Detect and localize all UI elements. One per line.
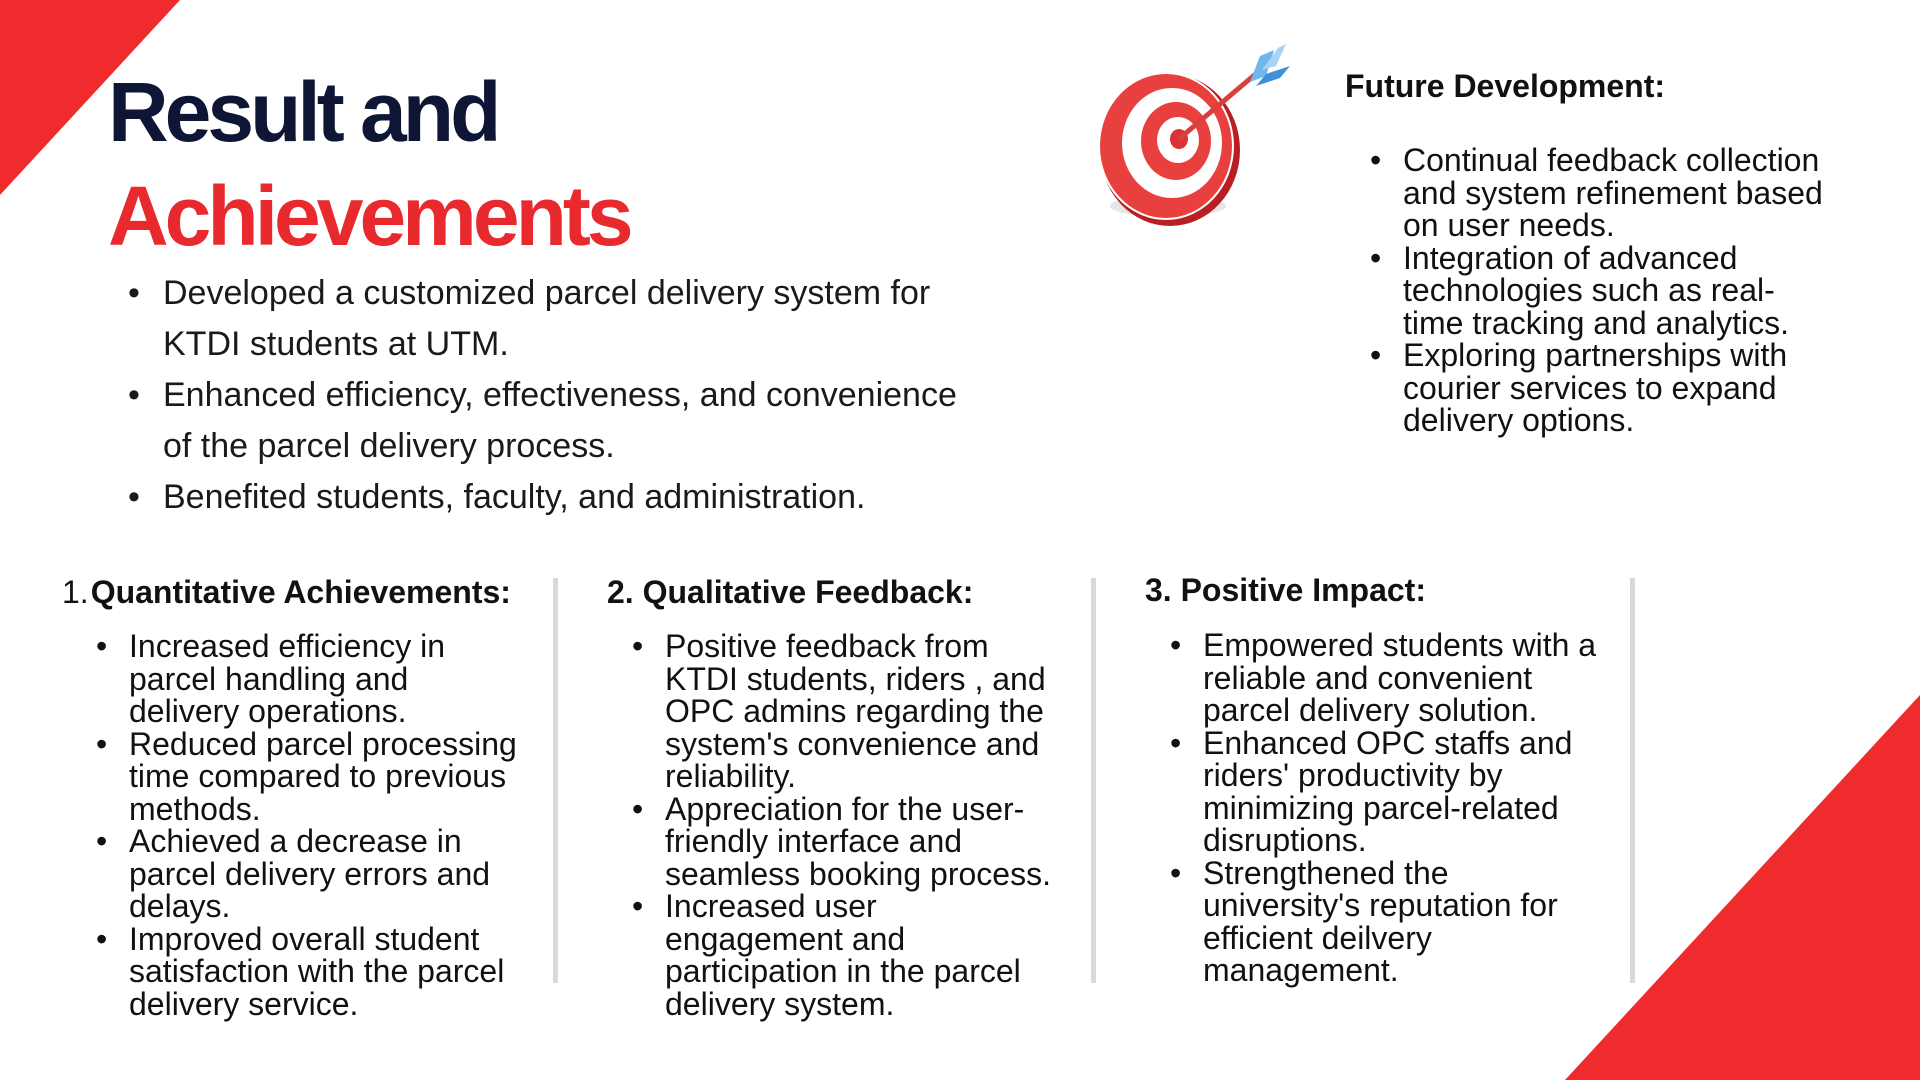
list-item: Empowered students with a reliable and c… xyxy=(1170,629,1600,727)
section-heading: 3. Positive Impact: xyxy=(1145,570,1426,610)
column-divider xyxy=(553,578,558,983)
list-item: Reduced parcel processing time compared … xyxy=(96,727,526,826)
list-item: Positive feedback from KTDI students, ri… xyxy=(632,630,1062,793)
section-heading: 2. Qualitative Feedback: xyxy=(607,572,973,612)
title-line-2: Achievements xyxy=(108,169,634,263)
section-title: Positive Impact: xyxy=(1180,572,1426,608)
list-item: Increased efficiency in parcel handling … xyxy=(96,630,526,728)
future-development-list: Continual feedback collection and system… xyxy=(1370,144,1830,437)
section-list: Increased efficiency in parcel handling … xyxy=(96,630,526,1020)
list-item: Strengthened the university's reputation… xyxy=(1170,856,1600,987)
quantitative-achievements-section: 1.Quantitative Achievements: Increased e… xyxy=(62,572,517,1020)
section-heading: 1.Quantitative Achievements: xyxy=(62,572,511,612)
positive-impact-section: 3. Positive Impact: Empowered students w… xyxy=(1145,570,1596,986)
corner-decoration-top-left xyxy=(0,0,180,195)
section-number: 2. xyxy=(607,574,634,610)
future-item: Integration of advanced technologies suc… xyxy=(1370,241,1830,340)
list-item: Enhanced OPC staffs and riders' producti… xyxy=(1170,726,1600,857)
future-item: Continual feedback collection and system… xyxy=(1370,144,1830,242)
list-item: Achieved a decrease in parcel delivery e… xyxy=(96,825,526,923)
section-title: Quantitative Achievements: xyxy=(90,574,511,610)
section-number: 1. xyxy=(62,574,89,610)
section-title: Qualitative Feedback: xyxy=(642,574,974,610)
corner-decoration-bottom-right xyxy=(1565,695,1920,1080)
intro-list: Developed a customized parcel delivery s… xyxy=(128,268,988,523)
intro-item: Benefited students, faculty, and adminis… xyxy=(128,472,988,523)
page-title: Result and Achievements xyxy=(108,60,634,268)
list-item: Appreciation for the user-friendly inter… xyxy=(632,792,1062,891)
column-divider xyxy=(1630,578,1635,983)
qualitative-feedback-section: 2. Qualitative Feedback: Positive feedba… xyxy=(607,572,1051,1020)
list-item: Increased user engagement and participat… xyxy=(632,890,1062,1020)
section-list: Positive feedback from KTDI students, ri… xyxy=(632,630,1062,1020)
future-development-title: Future Development: xyxy=(1345,68,1666,104)
intro-item: Developed a customized parcel delivery s… xyxy=(128,268,988,370)
list-item: Improved overall student satisfaction wi… xyxy=(96,922,526,1021)
target-with-arrow-icon xyxy=(1098,44,1290,226)
column-divider xyxy=(1091,578,1096,983)
section-number: 3. xyxy=(1145,572,1172,608)
future-item: Exploring partnerships with courier serv… xyxy=(1370,339,1830,437)
intro-item: Enhanced efficiency, effectiveness, and … xyxy=(128,370,988,472)
title-line-1: Result and xyxy=(108,65,501,159)
section-list: Empowered students with a reliable and c… xyxy=(1170,629,1600,987)
